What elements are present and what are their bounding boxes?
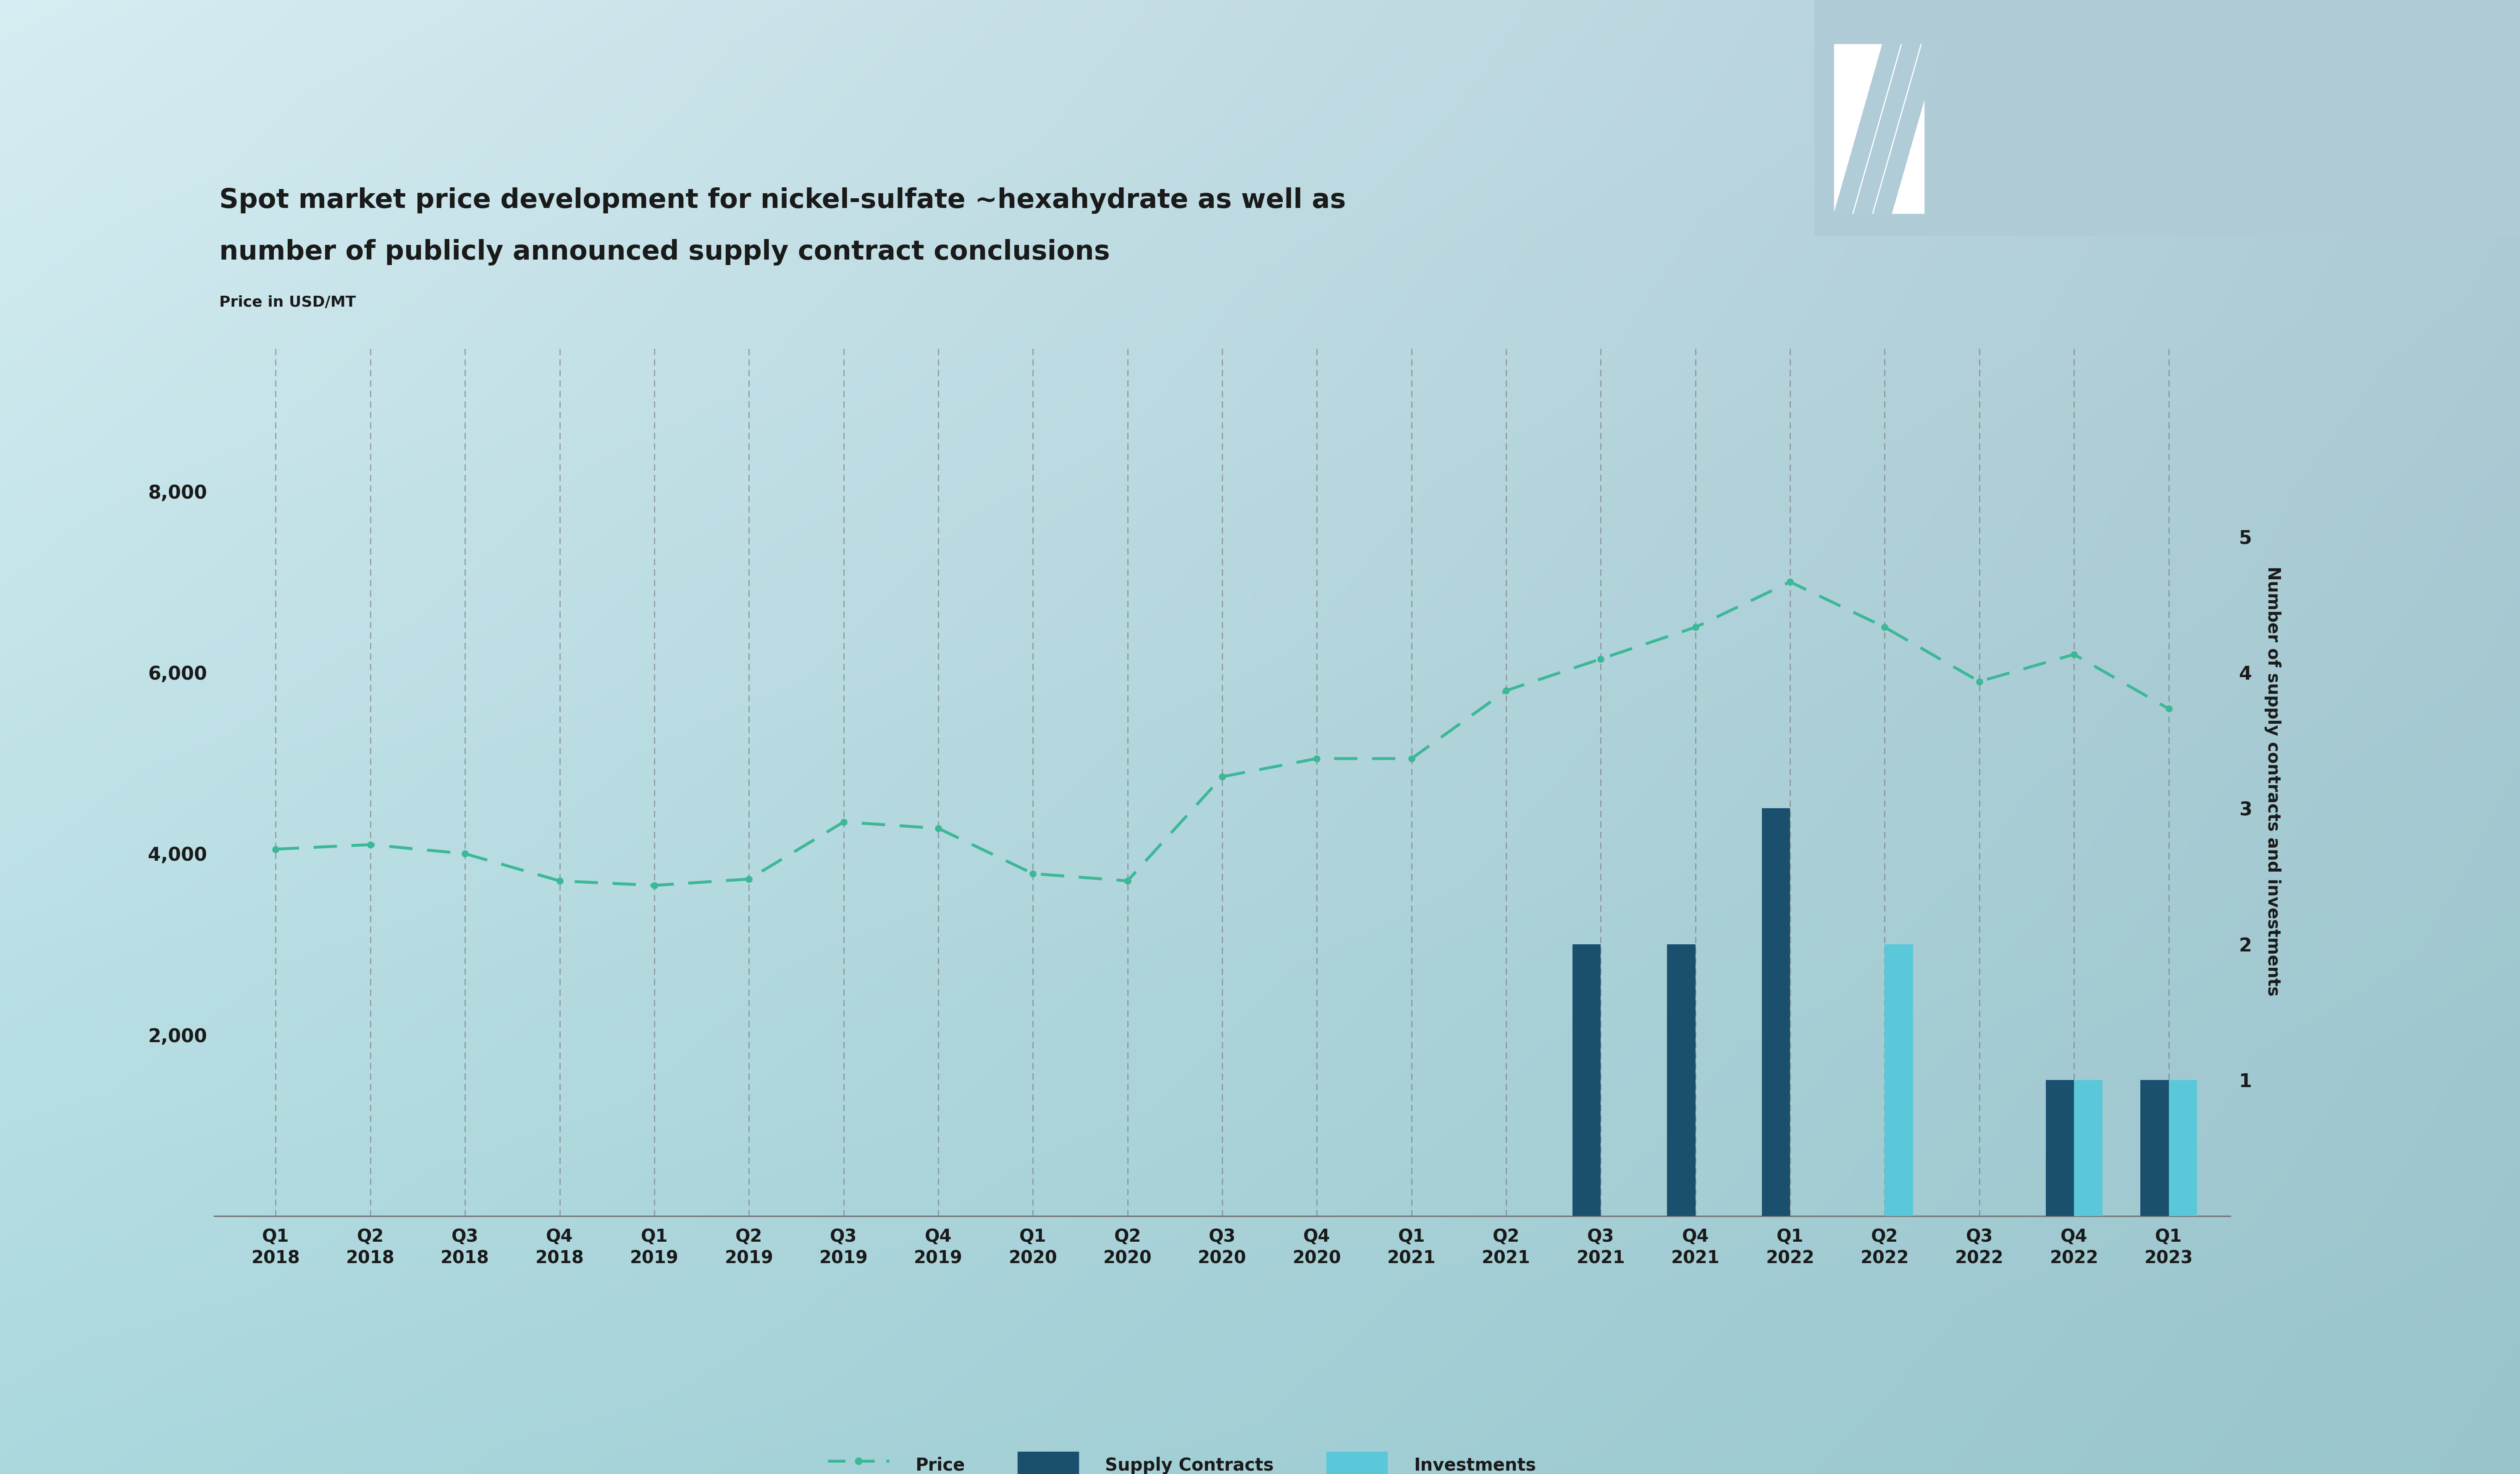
Bar	[1572, 945, 1600, 1216]
Y-axis label: Number of supply contracts and investments: Number of supply contracts and investmen…	[2265, 566, 2281, 996]
Text: number of publicly announced supply contract conclusions: number of publicly announced supply cont…	[219, 239, 1109, 265]
Text: Fraunhofer: Fraunhofer	[2323, 75, 2505, 103]
Bar	[1668, 945, 1696, 1216]
Text: Price in USD/MT: Price in USD/MT	[219, 295, 355, 310]
Polygon shape	[1855, 44, 1920, 214]
Bar	[2139, 1080, 2170, 1216]
Bar	[1761, 808, 1789, 1216]
Bar	[2170, 1080, 2197, 1216]
Polygon shape	[1872, 44, 1940, 214]
Polygon shape	[1835, 44, 1900, 214]
Legend: Price, Supply Contracts, Investments: Price, Supply Contracts, Investments	[822, 1445, 1542, 1474]
Bar	[1835, 44, 1925, 214]
Bar	[2074, 1080, 2102, 1216]
Bar	[2046, 1080, 2074, 1216]
Bar	[1885, 945, 1913, 1216]
Text: ISI: ISI	[2475, 196, 2505, 218]
Text: Spot market price development for nickel-sulfate ~hexahydrate as well as: Spot market price development for nickel…	[219, 187, 1346, 214]
